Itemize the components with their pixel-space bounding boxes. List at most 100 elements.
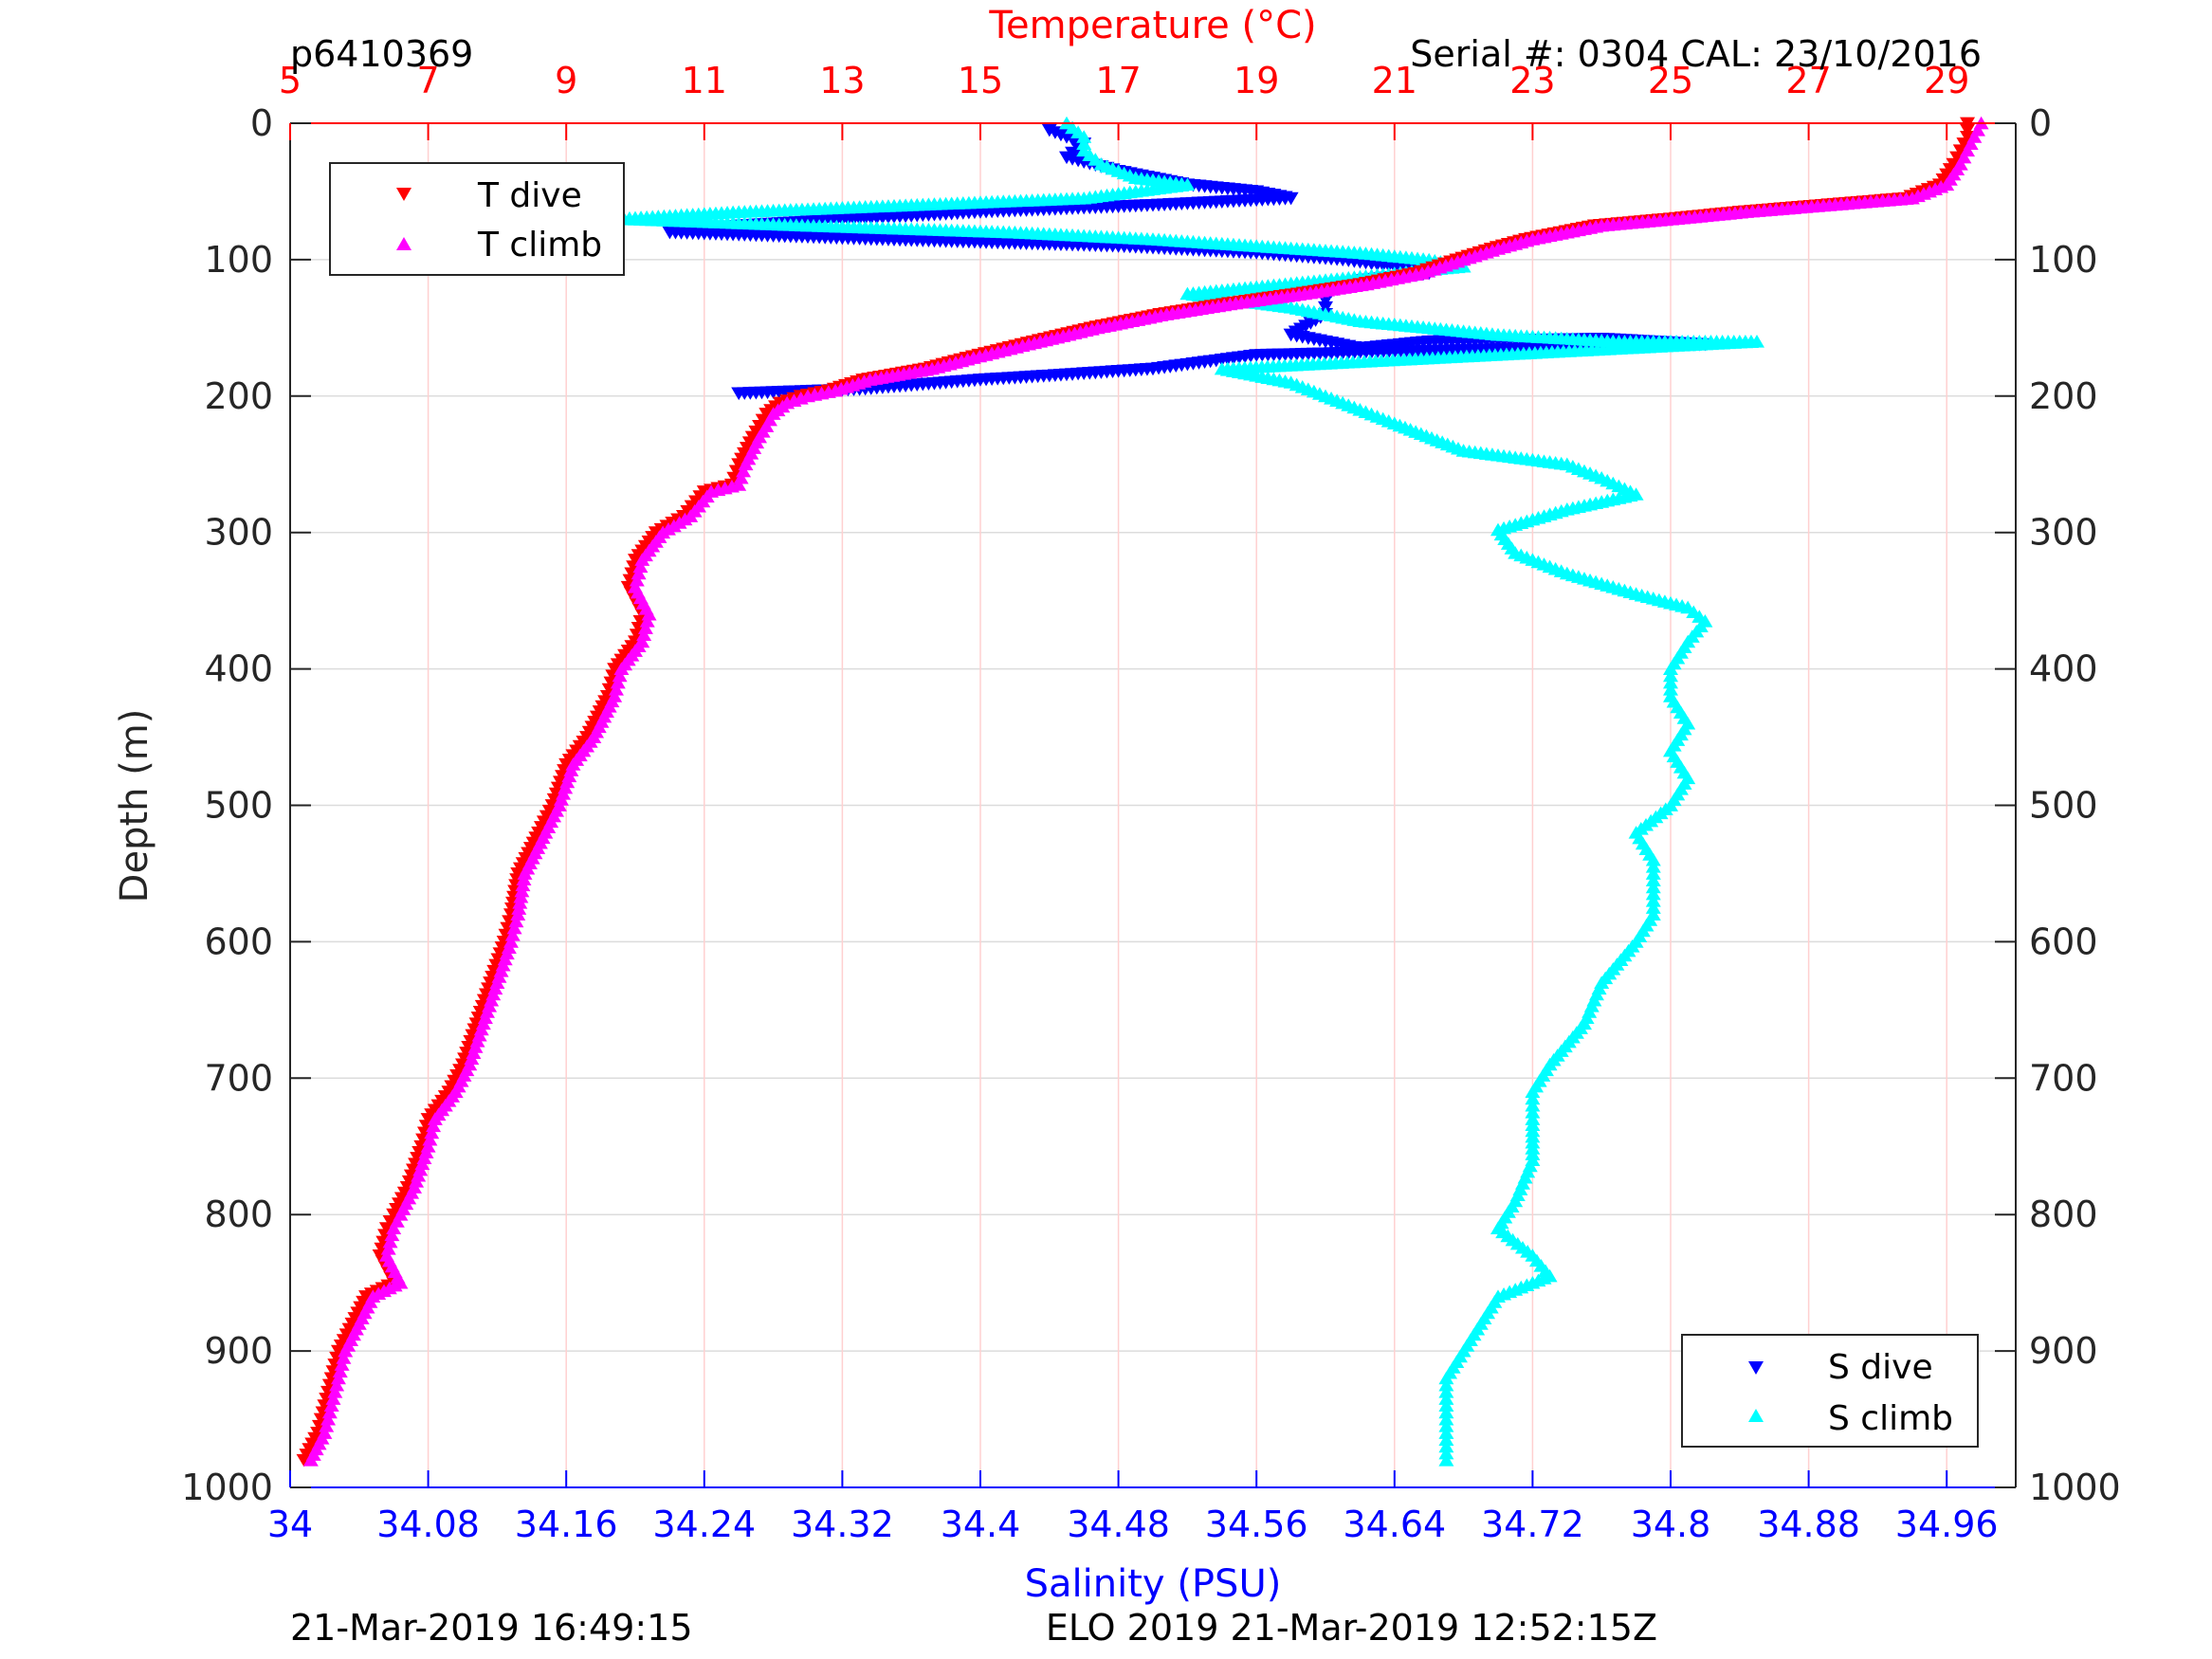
data-point (1645, 866, 1661, 880)
depth-tick-label-left: 500 (204, 785, 273, 827)
data-point (1645, 880, 1661, 894)
depth-tick-label-right: 400 (2029, 648, 2098, 690)
data-point (329, 1377, 345, 1392)
data-point (330, 1371, 346, 1385)
data-point (1645, 894, 1661, 907)
data-point (422, 1132, 438, 1146)
salinity-tick-label: 34.08 (376, 1504, 480, 1545)
salinity-tick-label: 34.72 (1481, 1504, 1584, 1545)
legend-marker-s-dive (1748, 1361, 1764, 1375)
data-point (506, 921, 522, 935)
salinity-tick-label: 34.16 (515, 1504, 618, 1545)
data-point (508, 914, 524, 928)
footer-mission: ELO 2019 21-Mar-2019 12:52:15Z (1046, 1607, 1657, 1649)
data-point (302, 1453, 319, 1467)
data-point (510, 907, 526, 921)
depth-tick-label-left: 400 (204, 648, 273, 690)
data-point (1645, 873, 1661, 887)
temperature-tick-label: 15 (958, 60, 1003, 101)
data-point (426, 1119, 442, 1133)
legend-marker-t-dive (396, 188, 411, 201)
legend-label-s-climb: S climb (1828, 1399, 1953, 1438)
data-point (631, 566, 647, 580)
data-point (296, 1453, 312, 1468)
data-point (1438, 1453, 1454, 1467)
depth-tick-label-left: 700 (204, 1057, 273, 1099)
temperature-legend: T dive T climb (329, 162, 625, 276)
legend-marker-t-climb (396, 237, 411, 250)
data-point (731, 387, 747, 401)
salinity-legend-box (1681, 1334, 1979, 1448)
data-point (1956, 137, 1972, 151)
data-point (613, 662, 630, 675)
depth-tick-label-left: 100 (204, 239, 273, 281)
legend-label-s-dive: S dive (1828, 1348, 1933, 1387)
data-point (1663, 675, 1678, 689)
data-point (731, 458, 747, 471)
temperature-legend-box (329, 162, 625, 276)
data-point (511, 902, 527, 915)
salinity-axis-label: Salinity (PSU) (1025, 1562, 1282, 1606)
salinity-tick-label: 34.48 (1067, 1504, 1170, 1545)
data-point (1645, 901, 1661, 914)
temperature-tick-label: 9 (555, 60, 577, 101)
data-point (325, 1392, 341, 1405)
data-point (1438, 1385, 1454, 1398)
data-point (338, 1343, 354, 1358)
temperature-tick-label: 25 (1648, 60, 1693, 101)
series-t-climb (302, 116, 1989, 1467)
depth-tick-label-right: 500 (2029, 785, 2098, 827)
depth-tick-label-left: 200 (204, 375, 273, 417)
data-point (1645, 886, 1661, 901)
depth-tick-label-right: 200 (2029, 375, 2098, 417)
salinity-tick-label: 34.8 (1631, 1504, 1711, 1545)
data-point (1438, 1419, 1454, 1432)
depth-tick-label-left: 800 (204, 1194, 273, 1235)
data-point (1438, 1392, 1454, 1405)
depth-tick-label-right: 100 (2029, 239, 2098, 281)
data-point (641, 607, 657, 621)
temperature-tick-label: 29 (1924, 60, 1969, 101)
temperature-tick-label: 11 (682, 60, 727, 101)
salinity-legend: S dive S climb (1681, 1334, 1979, 1448)
depth-tick-label-right: 0 (2029, 102, 2052, 144)
temperature-axis-label: Temperature (°C) (988, 4, 1316, 47)
data-point (382, 1214, 398, 1229)
depth-tick-label-right: 700 (2029, 1057, 2098, 1099)
data-point (639, 614, 655, 628)
data-point (378, 1222, 394, 1235)
temperature-tick-label: 5 (279, 60, 302, 101)
data-point (512, 896, 528, 909)
depth-tick-label-left: 600 (204, 921, 273, 962)
legend-label-t-dive: T dive (477, 176, 582, 215)
salinity-tick-label: 34.96 (1895, 1504, 1999, 1545)
data-point (1525, 1105, 1541, 1119)
data-point (1645, 860, 1661, 873)
data-point (515, 878, 531, 892)
legend-label-t-climb: T climb (477, 226, 602, 264)
data-point (504, 928, 521, 941)
data-point (1663, 668, 1678, 683)
data-point (380, 1241, 396, 1255)
data-point (1438, 1398, 1454, 1413)
data-point (386, 1221, 402, 1234)
data-point (632, 559, 649, 574)
salinity-tick-label: 34.64 (1343, 1504, 1446, 1545)
data-point (1645, 852, 1661, 866)
data-point (628, 554, 643, 567)
data-point (323, 1398, 339, 1413)
data-point (321, 1405, 338, 1419)
temperature-tick-label: 7 (417, 60, 440, 101)
data-point (327, 1385, 343, 1398)
depth-tick-label-right: 900 (2029, 1330, 2098, 1372)
data-point (384, 1228, 400, 1242)
salinity-tick-label: 34.24 (652, 1504, 756, 1545)
depth-axis-label: Depth (m) (113, 709, 156, 903)
data-point (427, 1112, 443, 1125)
data-point (424, 1125, 440, 1139)
data-point (607, 663, 623, 676)
data-point (1076, 130, 1092, 143)
data-point (1438, 1439, 1454, 1453)
salinity-tick-label: 34.4 (941, 1504, 1021, 1545)
data-point (1960, 130, 1976, 144)
